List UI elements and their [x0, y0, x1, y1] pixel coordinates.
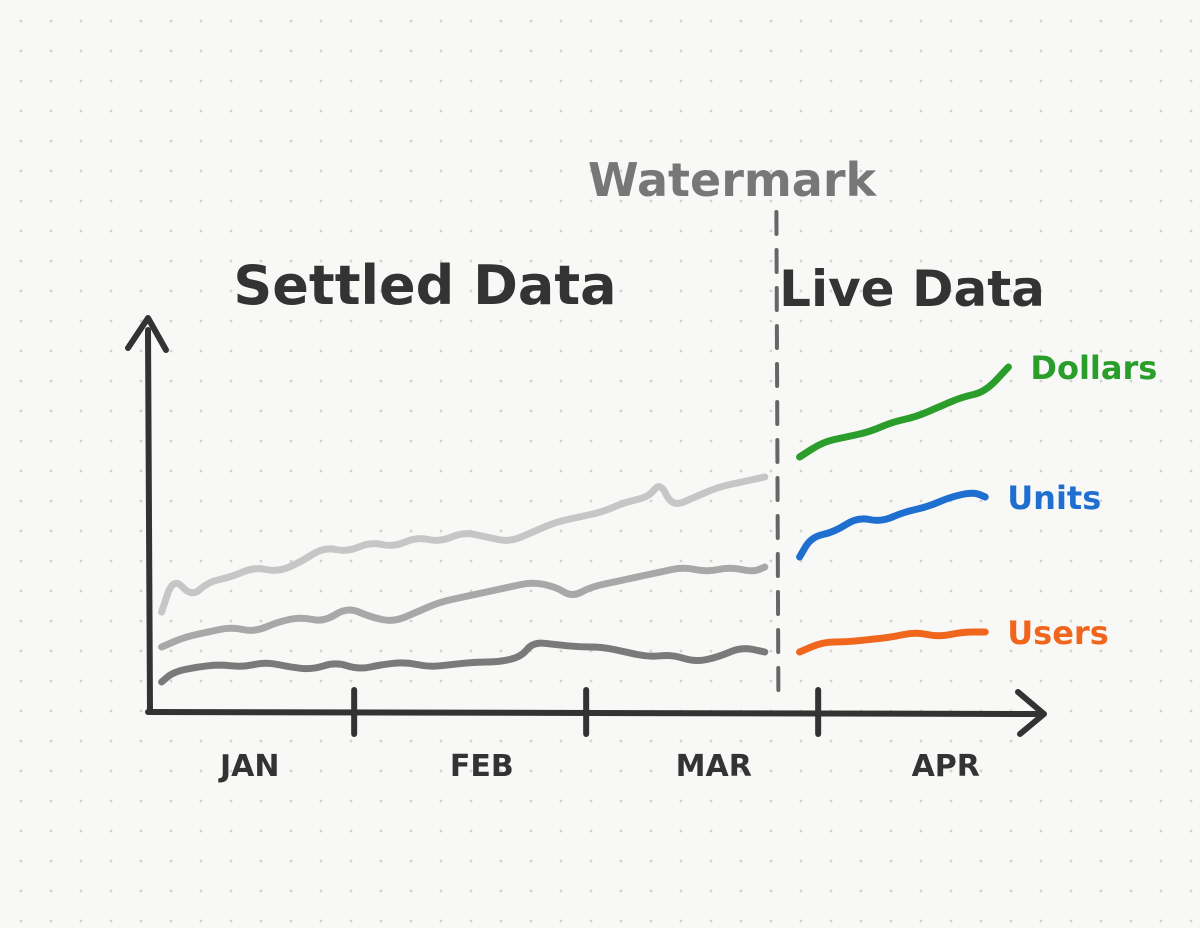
settled-series-line [158, 473, 769, 616]
live-series-group [796, 363, 1012, 656]
watermark-divider [774, 210, 781, 700]
live-series-line-users [796, 628, 989, 656]
x-tick-label: FEB [450, 749, 514, 784]
settled-data-label: Settled Data [233, 254, 616, 317]
live-data-label: Live Data [779, 260, 1045, 318]
x-tick-label: MAR [676, 749, 752, 784]
x-axis-ticks [351, 687, 822, 737]
x-tick-label: JAN [218, 749, 280, 784]
settled-series-line [158, 639, 769, 686]
x-axis-arrowhead [1015, 689, 1047, 737]
live-series-line-dollars [796, 363, 1012, 461]
x-tick-label: APR [912, 749, 980, 784]
x-axis-tick-labels: JAN FEB MAR APR [218, 749, 980, 784]
series-label-users: Users [1007, 614, 1109, 652]
settled-series-group [158, 473, 769, 686]
axes [125, 315, 1047, 737]
series-label-units: Units [1007, 479, 1101, 517]
series-labels: Dollars Units Users [1007, 349, 1157, 652]
y-axis-arrowhead [125, 315, 169, 353]
series-label-dollars: Dollars [1030, 349, 1157, 387]
watermark-label: Watermark [588, 153, 878, 207]
x-axis [145, 709, 1043, 717]
settled-series-line [158, 563, 769, 651]
live-series-line-units [796, 489, 989, 561]
y-axis [145, 327, 153, 715]
